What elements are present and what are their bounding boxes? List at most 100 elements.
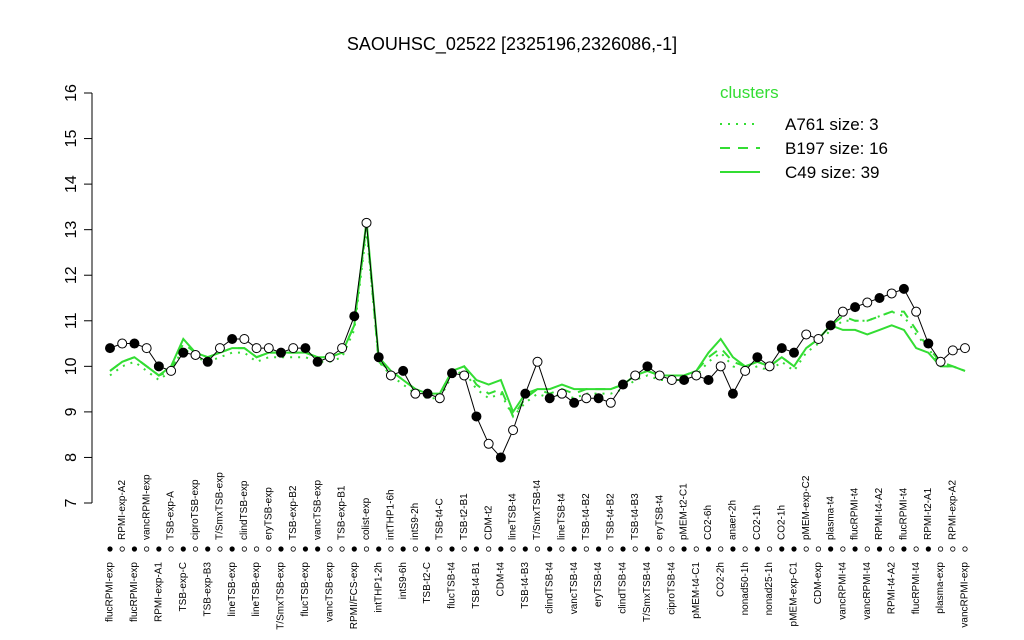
rug-dot [400,546,406,552]
data-point [239,334,250,344]
data-point [361,217,372,228]
rug-dot [241,546,247,552]
data-point [703,375,714,385]
rug-dot [498,546,504,552]
legend-title: clusters [720,83,779,102]
x-tick-label: T/SmxTSB-t4 [642,562,653,622]
data-point [556,388,567,399]
x-tick-label: clindTSB-t4 [618,562,629,614]
x-tick-label: pMEM-exp-C2 [801,475,812,540]
x-tick-label: eryTSB-exp [263,487,274,540]
data-point [825,320,836,331]
rug-dot [107,546,113,552]
rug-dot [486,546,492,552]
rug-dot [424,546,431,552]
rug-dot [156,546,162,552]
x-tick-label: pMEM-t2-C1 [679,483,690,540]
rug-dot [669,546,675,552]
x-tick-label: T/SmxTSB-t4 [532,480,543,540]
x-tick-label: plasma-exp [935,562,946,614]
rug-dot [779,546,785,552]
data-point [495,452,506,463]
x-tick-label: vancTSB-exp [312,480,323,540]
rug-dot [131,546,138,552]
data-point [190,349,201,360]
data-point [679,375,690,385]
y-tick-label: 13 [63,221,80,239]
x-tick-label: TSB-t4-B1 [471,562,482,609]
data-point [630,370,641,381]
rug-dot [742,546,748,552]
data-point [581,393,592,404]
data-point [837,306,848,317]
data-point [813,334,824,344]
legend-label: A761 size: 3 [785,115,879,134]
rug-dot [449,546,455,552]
rug-dot [278,546,284,552]
x-tick-label: nonad25-1h [764,562,775,615]
rug-dot [901,546,907,552]
data-point [642,361,653,372]
x-tick-label: pMEM-t4-C1 [691,562,702,619]
rug-dot [718,546,724,552]
data-point [251,343,262,354]
chart-title: SAOUHSC_02522 [2325196,2326086,-1] [347,34,677,55]
data-point [337,343,348,354]
x-tick-label: TSB-exp-B1 [337,485,348,540]
x-tick-label: clindTSB-t4 [544,562,555,614]
x-tick-label: vancRPMI-exp [960,562,971,628]
rug-dot [730,546,736,552]
x-tick-label: RPMI-exp-A1 [153,562,164,622]
data-point [593,393,604,404]
rug-dot [290,546,296,552]
data-point [605,397,616,408]
legend-label: C49 size: 39 [785,163,880,182]
rug-dot [534,546,541,552]
data-point [105,343,115,354]
x-tick-label: TSB-t4-C [434,498,445,540]
x-tick-label: vancTSB-exp [324,562,335,622]
x-tick-label: TSB-exp-C [178,562,189,611]
rug-dot [339,546,345,552]
x-tick-label: TSB-t4-B3 [520,562,531,609]
data-point [398,365,409,376]
x-tick-label: flucRPMI-exp [105,562,116,622]
data-point [483,438,494,449]
data-point [214,343,225,354]
rug-dot [302,546,309,552]
data-point [691,370,702,381]
x-tick-label: TSB-exp-A [166,491,177,540]
rug-dot [840,546,846,552]
x-tick-label: RPMI-t4-A2 [874,487,885,540]
x-tick-label: CO2-1h [752,505,763,540]
rug-dot [950,546,956,552]
x-tick-label: vancRPMI-exp [141,474,152,540]
x-tick-label: TSB-t2-B1 [459,493,470,540]
data-point [789,347,799,358]
rug-dot [693,546,699,552]
x-tick-label: eryTSB-t4 [593,562,604,607]
y-tick-label: 9 [63,407,80,416]
y-tick-label: 14 [63,175,80,193]
data-point [618,379,628,390]
x-tick-label: ciproTSB-exp [190,479,201,540]
data-point [373,352,384,363]
rug-dot [828,546,834,552]
data-point [117,338,128,349]
data-point [654,370,665,381]
rug-dot [876,546,883,552]
data-point [801,329,812,340]
x-tick-label: TSB-t4-B2 [605,493,616,540]
x-tick-label: nonad50-1h [740,562,751,615]
data-point [471,411,482,422]
data-point [874,293,885,303]
x-tick-label: clindTSB-exp [239,480,250,540]
data-point [532,356,543,367]
rug-dot [253,546,260,552]
x-tick-label: intTHP1-2h [373,562,384,613]
data-point [862,297,873,308]
x-tick-label: vancTSB-t4 [569,562,580,615]
rug-dot [547,546,553,552]
x-tick-label: CO2-1h [776,505,787,540]
